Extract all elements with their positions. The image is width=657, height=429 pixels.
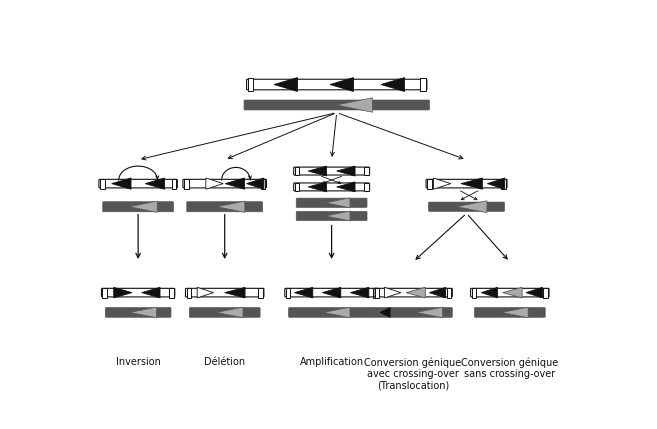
FancyBboxPatch shape — [294, 183, 369, 191]
FancyBboxPatch shape — [189, 308, 260, 317]
Bar — [501, 178, 506, 189]
FancyBboxPatch shape — [296, 211, 367, 221]
FancyBboxPatch shape — [374, 308, 452, 317]
Polygon shape — [487, 178, 505, 189]
FancyBboxPatch shape — [183, 179, 267, 188]
Polygon shape — [430, 287, 445, 298]
Bar — [295, 183, 299, 191]
FancyBboxPatch shape — [105, 308, 171, 317]
Polygon shape — [416, 307, 443, 318]
FancyBboxPatch shape — [101, 288, 175, 297]
FancyBboxPatch shape — [288, 308, 374, 317]
Bar — [420, 78, 426, 91]
Bar — [187, 287, 191, 298]
FancyBboxPatch shape — [374, 288, 452, 297]
Polygon shape — [217, 201, 245, 212]
Polygon shape — [380, 308, 390, 317]
Bar — [365, 183, 369, 191]
Polygon shape — [461, 178, 482, 189]
FancyBboxPatch shape — [246, 79, 427, 90]
Polygon shape — [246, 178, 264, 189]
Text: Amplification: Amplification — [300, 357, 364, 367]
Bar — [258, 287, 263, 298]
Bar — [447, 287, 451, 298]
Polygon shape — [434, 178, 451, 189]
Polygon shape — [114, 287, 132, 298]
FancyBboxPatch shape — [187, 202, 263, 212]
Text: Inversion: Inversion — [116, 357, 160, 367]
Bar — [295, 167, 299, 175]
Polygon shape — [225, 178, 244, 189]
Bar — [365, 167, 369, 175]
Bar — [261, 178, 265, 189]
Bar — [102, 287, 107, 298]
Polygon shape — [330, 78, 353, 91]
Bar — [248, 78, 253, 91]
Bar — [184, 178, 189, 189]
Bar — [170, 287, 173, 298]
Polygon shape — [112, 178, 131, 189]
Polygon shape — [274, 78, 298, 91]
Polygon shape — [308, 182, 327, 192]
Bar — [286, 287, 290, 298]
FancyBboxPatch shape — [102, 202, 173, 212]
Polygon shape — [406, 287, 425, 298]
FancyBboxPatch shape — [244, 100, 430, 110]
FancyBboxPatch shape — [284, 288, 378, 297]
Polygon shape — [142, 287, 160, 298]
Bar — [100, 178, 104, 189]
Polygon shape — [526, 287, 543, 298]
Polygon shape — [323, 287, 341, 298]
Text: Conversion génique
avec crossing-over
(Translocation): Conversion génique avec crossing-over (T… — [365, 357, 462, 391]
Polygon shape — [308, 166, 327, 176]
FancyBboxPatch shape — [426, 179, 507, 188]
Polygon shape — [502, 307, 528, 318]
Text: Conversion génique
sans crossing-over: Conversion génique sans crossing-over — [461, 357, 558, 379]
Polygon shape — [482, 287, 497, 298]
Polygon shape — [130, 307, 156, 318]
Bar — [375, 287, 380, 298]
Polygon shape — [225, 287, 245, 298]
Polygon shape — [197, 287, 214, 298]
FancyBboxPatch shape — [428, 202, 505, 211]
Polygon shape — [325, 198, 350, 208]
FancyBboxPatch shape — [185, 288, 264, 297]
FancyBboxPatch shape — [470, 288, 549, 297]
Polygon shape — [457, 201, 487, 213]
Bar — [373, 287, 378, 298]
Text: Délétion: Délétion — [204, 357, 245, 367]
Polygon shape — [337, 166, 355, 176]
FancyBboxPatch shape — [294, 167, 369, 175]
Polygon shape — [217, 307, 243, 318]
Polygon shape — [503, 287, 522, 298]
Polygon shape — [337, 98, 373, 112]
Bar — [543, 287, 548, 298]
Polygon shape — [129, 201, 157, 212]
Polygon shape — [294, 287, 313, 298]
Polygon shape — [337, 182, 355, 192]
Polygon shape — [206, 178, 223, 189]
FancyBboxPatch shape — [474, 308, 545, 317]
Bar — [427, 178, 432, 189]
Polygon shape — [381, 78, 405, 91]
Polygon shape — [384, 287, 401, 298]
FancyBboxPatch shape — [296, 198, 367, 207]
Polygon shape — [145, 178, 165, 189]
Bar — [472, 287, 476, 298]
Polygon shape — [325, 211, 350, 221]
Polygon shape — [323, 307, 350, 318]
FancyBboxPatch shape — [99, 179, 177, 188]
Polygon shape — [350, 287, 369, 298]
Bar — [171, 178, 176, 189]
